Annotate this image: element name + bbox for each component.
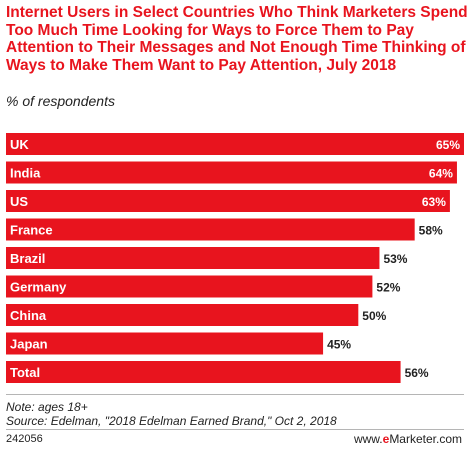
bar-germany	[6, 275, 373, 298]
bar-india	[6, 161, 457, 184]
category-label: India	[10, 166, 41, 181]
category-label: Germany	[10, 280, 67, 295]
bar-group-brazil: Brazil 53%	[6, 247, 408, 269]
category-label: Total	[10, 365, 40, 380]
value-label: 56%	[405, 366, 429, 380]
footer-divider	[6, 394, 464, 395]
brand-prefix: www.	[353, 432, 383, 446]
bar-china	[6, 304, 359, 326]
category-label: France	[10, 223, 53, 238]
bar-chart: UK 65% India 64% US 63% France 58% Brazil 53% Germ…	[6, 133, 464, 383]
value-label: 50%	[362, 309, 386, 323]
category-label: China	[10, 308, 47, 323]
bar-group-uk: UK 65%	[6, 133, 464, 155]
category-label: UK	[10, 137, 29, 152]
brand-e: e	[382, 432, 390, 446]
footer-divider-bottom	[6, 429, 464, 430]
source-text: Source: Edelman, "2018 Edelman Earned Br…	[6, 414, 337, 428]
value-label: 65%	[436, 138, 460, 152]
bar-group-china: China 50%	[6, 304, 387, 326]
footer-note: Note: ages 18+ Source: Edelman, "2018 Ed…	[6, 400, 337, 428]
value-label: 64%	[429, 167, 453, 181]
brand-suffix: Marketer.com	[389, 432, 462, 446]
bar-group-france: France 58%	[6, 218, 443, 241]
bar-total	[6, 361, 401, 383]
bar-us	[6, 190, 450, 212]
bar-group-india: India 64%	[6, 161, 457, 184]
category-label: Japan	[10, 337, 48, 352]
emarketer-logo: www.eMarketer.com	[354, 432, 462, 446]
bar-france	[6, 218, 415, 241]
value-label: 58%	[419, 224, 443, 238]
bar-uk	[6, 133, 464, 155]
chart-subtitle: % of respondents	[6, 93, 115, 109]
bar-japan	[6, 332, 324, 355]
category-label: US	[10, 194, 28, 209]
category-label: Brazil	[10, 251, 45, 266]
value-label: 45%	[327, 338, 351, 352]
bar-brazil	[6, 247, 380, 269]
bar-group-japan: Japan 45%	[6, 332, 351, 355]
value-label: 52%	[376, 281, 400, 295]
bar-group-us: US 63%	[6, 190, 450, 212]
bar-group-total: Total 56%	[6, 361, 429, 383]
note-text: Note: ages 18+	[6, 400, 88, 414]
bar-group-germany: Germany 52%	[6, 275, 401, 298]
chart-title: Internet Users in Select Countries Who T…	[6, 4, 468, 74]
value-label: 53%	[383, 252, 407, 266]
chart-id: 242056	[6, 433, 43, 445]
value-label: 63%	[422, 195, 446, 209]
